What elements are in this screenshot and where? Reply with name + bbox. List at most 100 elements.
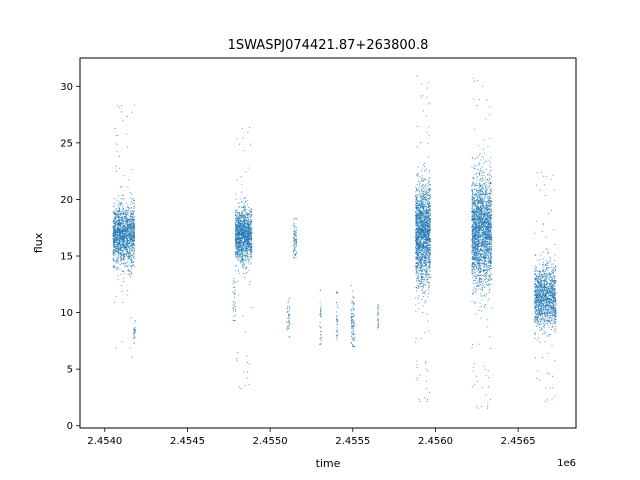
data-point: [428, 226, 430, 228]
data-point: [246, 222, 248, 224]
data-point: [238, 239, 240, 241]
data-point: [121, 198, 123, 200]
data-point: [237, 245, 239, 247]
data-point: [113, 267, 115, 269]
data-point: [126, 229, 128, 231]
data-point: [425, 206, 427, 208]
data-point: [235, 239, 237, 241]
data-point: [423, 178, 425, 180]
data-point: [117, 214, 119, 216]
data-point: [115, 214, 117, 216]
data-point: [234, 302, 236, 304]
data-point: [418, 227, 420, 229]
data-point: [127, 294, 129, 296]
data-point: [115, 165, 117, 167]
data-point: [234, 237, 236, 239]
data-point: [236, 210, 238, 212]
data-point: [429, 247, 431, 249]
data-point: [120, 248, 122, 250]
data-point: [421, 223, 423, 225]
data-point: [426, 257, 428, 259]
data-point: [415, 224, 417, 225]
data-point: [415, 214, 417, 216]
data-point: [416, 217, 418, 219]
data-point: [238, 294, 240, 296]
data-point: [352, 326, 354, 328]
data-point: [424, 269, 426, 271]
data-point: [425, 222, 427, 224]
data-point: [352, 321, 354, 323]
data-point: [121, 238, 123, 240]
data-point: [243, 215, 245, 217]
data-point: [130, 262, 132, 264]
data-point: [236, 221, 238, 223]
data-point: [350, 341, 352, 343]
data-point: [427, 81, 429, 83]
data-point: [418, 225, 420, 227]
data-point: [426, 96, 428, 98]
data-point: [249, 225, 251, 227]
data-point: [377, 304, 379, 306]
data-point: [419, 239, 421, 241]
data-point: [294, 253, 296, 255]
data-point: [351, 325, 353, 327]
data-point: [115, 250, 117, 252]
data-point: [295, 227, 297, 229]
data-point: [423, 205, 425, 207]
data-point: [126, 243, 128, 245]
data-point: [423, 227, 425, 229]
data-point: [245, 218, 247, 220]
data-point: [415, 204, 417, 206]
data-point: [337, 329, 339, 331]
data-point: [294, 232, 296, 234]
data-point: [236, 224, 238, 226]
data-point: [121, 250, 123, 252]
data-point: [426, 194, 428, 196]
data-point: [116, 231, 118, 233]
data-point: [126, 239, 128, 241]
data-point: [423, 193, 425, 195]
data-point: [127, 186, 129, 188]
data-point: [429, 244, 431, 246]
data-point: [423, 214, 425, 216]
data-point: [417, 259, 419, 261]
data-point: [417, 255, 419, 257]
data-point: [120, 253, 122, 255]
data-point: [426, 226, 428, 228]
data-point: [121, 247, 123, 249]
data-point: [239, 231, 241, 233]
data-point: [131, 234, 133, 236]
data-point: [246, 220, 248, 222]
data-point: [131, 111, 133, 113]
data-point: [122, 228, 124, 230]
data-point: [353, 309, 355, 311]
data-point: [417, 248, 419, 250]
data-point: [419, 267, 421, 269]
data-point: [416, 245, 418, 247]
data-point: [114, 217, 116, 219]
data-point: [113, 244, 115, 246]
data-point: [422, 227, 424, 229]
data-point: [247, 131, 249, 133]
data-point: [246, 247, 248, 249]
data-point: [416, 261, 418, 263]
data-point: [423, 252, 425, 254]
data-point: [239, 240, 241, 242]
data-point: [248, 218, 250, 220]
data-point: [233, 304, 235, 306]
point-cluster: [335, 291, 339, 340]
data-point: [123, 248, 125, 250]
data-point: [425, 197, 427, 199]
data-point: [293, 233, 295, 235]
data-point: [478, 164, 480, 166]
data-point: [428, 249, 430, 251]
data-point: [422, 217, 424, 219]
data-point: [421, 281, 423, 283]
data-point: [416, 262, 418, 264]
data-point: [423, 220, 425, 222]
data-point: [121, 239, 123, 241]
data-point: [294, 233, 296, 235]
data-point: [126, 233, 128, 235]
data-point: [131, 232, 133, 234]
data-point: [415, 241, 417, 243]
